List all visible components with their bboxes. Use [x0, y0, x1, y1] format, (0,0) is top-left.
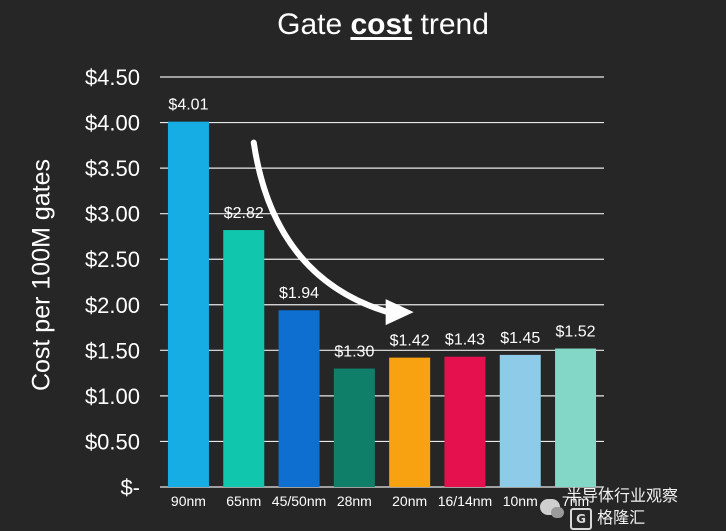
chart-title-bold: cost: [350, 8, 413, 41]
bar: [167, 121, 209, 488]
y-tick-label: $-: [120, 475, 140, 500]
y-tick-label: $0.50: [85, 429, 140, 454]
data-label: $1.30: [334, 344, 374, 361]
data-label: $1.94: [279, 285, 319, 302]
x-tick-label: 7nm: [562, 493, 589, 509]
data-label: $4.01: [168, 97, 208, 114]
trend-arrow-head: [385, 299, 414, 326]
bar: [389, 357, 431, 487]
gelonghui-logo-icon: G: [570, 507, 592, 530]
y-tick-label: $3.00: [85, 202, 140, 227]
x-tick-label: 28nm: [337, 493, 372, 509]
bar: [444, 356, 486, 487]
bar: [499, 354, 541, 487]
x-tick-label: 45/50nm: [272, 493, 326, 509]
wechat-icon: [540, 499, 564, 518]
watermark-brand: 格隆汇: [597, 507, 646, 527]
data-label: $1.52: [556, 324, 596, 341]
data-label: $1.43: [445, 332, 485, 349]
x-tick-label: 16/14nm: [438, 493, 492, 509]
bar: [333, 368, 375, 487]
bar: [555, 348, 597, 487]
y-tick-label: $2.00: [85, 293, 140, 318]
x-tick-label: 65nm: [226, 493, 261, 509]
data-label: $1.45: [500, 330, 540, 347]
y-tick-label: $4.50: [85, 65, 140, 90]
x-tick-label: 20nm: [392, 493, 427, 509]
chart-title: Gate cost trend: [0, 8, 726, 42]
bar: [223, 230, 265, 488]
y-tick-label: $1.50: [85, 338, 140, 363]
bar: [278, 310, 320, 487]
x-tick-label: 10nm: [503, 493, 538, 509]
data-label: $1.42: [390, 333, 430, 350]
trend-arrow: [250, 139, 391, 316]
y-tick-label: $2.50: [85, 247, 140, 272]
data-label: $2.82: [224, 205, 264, 222]
chart-title-prefix: Gate: [277, 8, 351, 41]
y-tick-label: $3.50: [85, 156, 140, 181]
watermark-source: 半导体行业观察: [566, 485, 679, 505]
y-tick-label: $4.00: [85, 111, 140, 136]
y-tick-label: $1.00: [85, 384, 140, 409]
x-tick-label: 90nm: [171, 493, 206, 509]
chart-title-suffix: trend: [412, 8, 489, 41]
watermark: 半导体行业观察 G 格隆汇: [540, 483, 726, 531]
